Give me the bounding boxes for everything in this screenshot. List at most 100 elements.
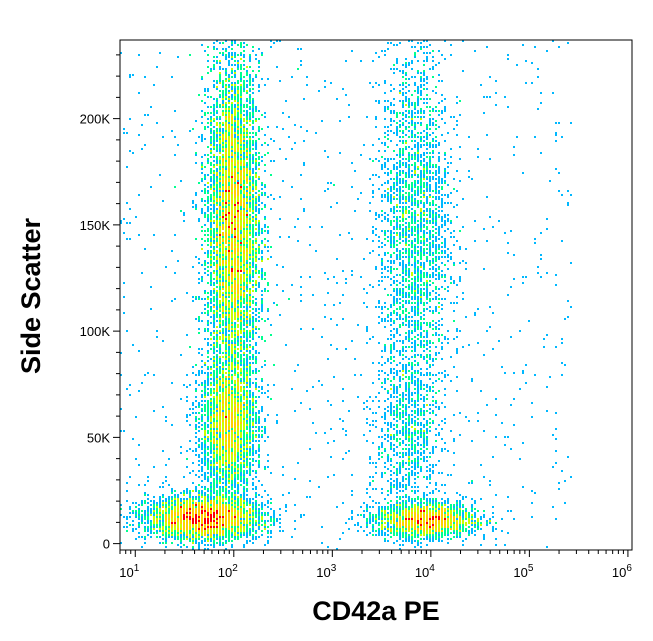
event-point <box>219 140 221 142</box>
event-point <box>213 282 215 284</box>
event-point <box>381 230 383 232</box>
event-point <box>417 254 419 256</box>
event-point <box>243 142 245 144</box>
event-point <box>237 300 239 302</box>
event-point <box>411 278 413 280</box>
event-point <box>240 114 242 116</box>
event-point <box>222 340 224 342</box>
event-point <box>258 284 260 286</box>
event-point <box>507 58 509 60</box>
event-point <box>270 160 272 162</box>
event-point <box>240 52 242 54</box>
event-point <box>240 116 242 118</box>
event-point <box>234 152 236 154</box>
event-point <box>237 318 239 320</box>
event-point <box>402 276 404 278</box>
event-point <box>507 242 509 244</box>
event-point <box>417 132 419 134</box>
event-point <box>246 296 248 298</box>
event-point <box>237 154 239 156</box>
event-point <box>222 94 224 96</box>
event-point <box>390 334 392 336</box>
event-point <box>225 382 227 384</box>
event-point <box>222 266 224 268</box>
event-point <box>192 206 194 208</box>
event-point <box>414 238 416 240</box>
event-point <box>405 196 407 198</box>
event-point <box>222 48 224 50</box>
event-point <box>240 390 242 392</box>
event-point <box>396 308 398 310</box>
event-point <box>234 40 236 42</box>
event-point <box>249 304 251 306</box>
event-point <box>300 198 302 200</box>
event-point <box>252 208 254 210</box>
event-point <box>408 256 410 258</box>
event-point <box>222 202 224 204</box>
event-point <box>417 86 419 88</box>
event-point <box>408 172 410 174</box>
event-point <box>210 338 212 340</box>
event-point <box>405 240 407 242</box>
event-point <box>387 358 389 360</box>
event-point <box>543 346 545 348</box>
event-point <box>216 270 218 272</box>
event-point <box>225 238 227 240</box>
event-point <box>543 338 545 340</box>
event-point <box>234 242 236 244</box>
event-point <box>222 200 224 202</box>
event-point <box>417 298 419 300</box>
event-point <box>237 204 239 206</box>
event-point <box>255 256 257 258</box>
event-point <box>372 60 374 62</box>
event-point <box>246 202 248 204</box>
event-point <box>231 96 233 98</box>
event-point <box>216 384 218 386</box>
event-point <box>219 220 221 222</box>
event-point <box>393 168 395 170</box>
event-point <box>438 372 440 374</box>
event-point <box>420 254 422 256</box>
event-point <box>240 150 242 152</box>
event-point <box>231 388 233 390</box>
event-point <box>252 276 254 278</box>
event-point <box>216 180 218 182</box>
event-point <box>219 158 221 160</box>
event-point <box>429 268 431 270</box>
event-point <box>408 384 410 386</box>
event-point <box>249 90 251 92</box>
event-point <box>258 308 260 310</box>
event-point <box>231 310 233 312</box>
event-point <box>438 312 440 314</box>
event-point <box>354 170 356 172</box>
event-point <box>219 134 221 136</box>
event-point <box>498 340 500 342</box>
event-point <box>396 274 398 276</box>
event-point <box>243 228 245 230</box>
event-point <box>399 318 401 320</box>
event-point <box>396 178 398 180</box>
event-point <box>258 130 260 132</box>
event-point <box>243 200 245 202</box>
event-point <box>231 106 233 108</box>
event-point <box>240 388 242 390</box>
event-point <box>420 262 422 264</box>
event-point <box>420 202 422 204</box>
event-point <box>258 210 260 212</box>
event-point <box>399 306 401 308</box>
event-point <box>216 300 218 302</box>
event-point <box>240 152 242 154</box>
event-point <box>207 392 209 394</box>
event-point <box>225 156 227 158</box>
event-point <box>255 258 257 260</box>
event-point <box>417 152 419 154</box>
event-point <box>225 122 227 124</box>
event-point <box>207 158 209 160</box>
event-point <box>474 240 476 242</box>
event-point <box>255 120 257 122</box>
event-point <box>399 228 401 230</box>
event-point <box>234 130 236 132</box>
event-point <box>249 368 251 370</box>
event-point <box>261 298 263 300</box>
event-point <box>363 258 365 260</box>
